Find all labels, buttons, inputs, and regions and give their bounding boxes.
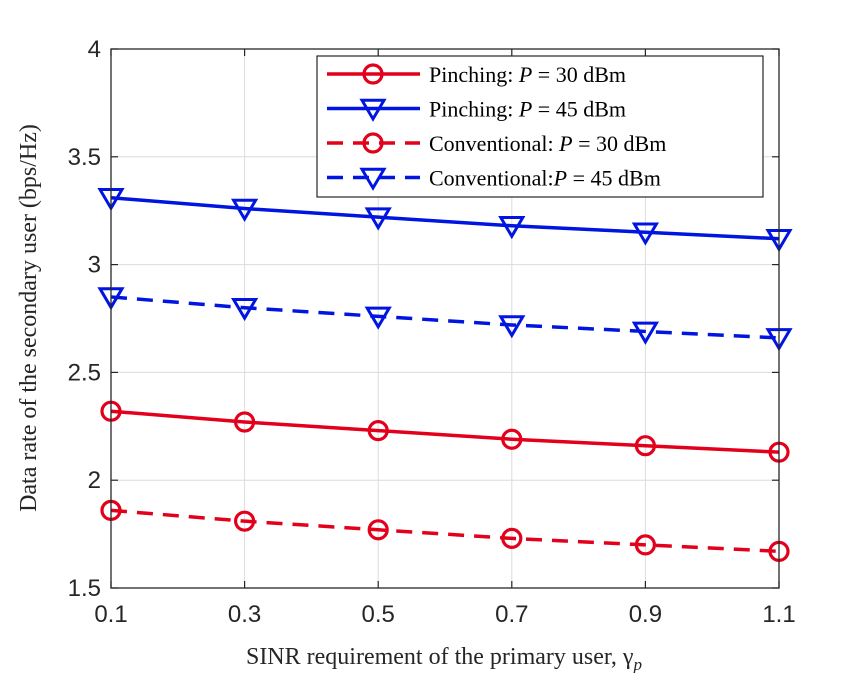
legend-label: Conventional: P = 30 dBm	[429, 131, 666, 156]
series-1	[100, 400, 790, 463]
y-tick-label: 1.5	[68, 575, 101, 602]
series-line	[110, 508, 780, 554]
legend-label: Pinching: P = 45 dBm	[429, 97, 626, 122]
y-axis-label: Data rate of the secondary user (bps/Hz)	[16, 124, 42, 512]
x-tick-label: 0.9	[629, 601, 662, 628]
y-tick-label: 3	[88, 252, 101, 279]
x-tick-label: 0.5	[362, 601, 395, 628]
data-point	[634, 435, 657, 457]
y-tick-label: 3.5	[68, 144, 101, 171]
legend-entry: Pinching: P = 45 dBm	[327, 97, 626, 122]
legend-label: Conventional:P = 45 dBm	[429, 166, 661, 191]
data-point	[364, 306, 392, 330]
legend-marker	[359, 98, 387, 122]
legend: Pinching: P = 30 dBm Pinching: P = 45 dBm…	[316, 55, 764, 198]
legend-marker	[362, 132, 384, 154]
series-line	[110, 409, 780, 454]
series-2	[97, 188, 793, 253]
x-tick-label: 1.1	[762, 601, 795, 628]
x-tick-label: 0.3	[228, 601, 261, 628]
data-point	[631, 222, 660, 246]
data-point	[367, 519, 389, 541]
data-point	[230, 297, 259, 322]
data-point	[631, 321, 660, 345]
data-point	[367, 420, 389, 442]
plot-frame	[110, 48, 780, 589]
series-3	[100, 499, 790, 562]
y-axis-ticks: 1.5 2 2.5 3 3.5 4	[68, 36, 779, 602]
data-point	[498, 216, 526, 240]
data-point	[498, 315, 526, 339]
legend-marker	[359, 167, 387, 191]
series-layer	[97, 188, 793, 562]
data-point	[501, 527, 523, 550]
series-line	[110, 196, 780, 241]
y-tick-label: 2.5	[68, 359, 101, 386]
data-point	[364, 207, 392, 231]
legend-entry: Pinching: P = 30 dBm	[327, 62, 626, 87]
series-4	[97, 287, 793, 352]
x-tick-label: 0.1	[94, 601, 127, 628]
data-point	[634, 534, 657, 556]
series-line	[110, 295, 780, 340]
legend-entry: Conventional: P = 30 dBm	[327, 131, 666, 156]
x-tick-label: 0.7	[495, 601, 528, 628]
data-point	[501, 428, 523, 450]
legend-label: Pinching: P = 30 dBm	[429, 62, 626, 87]
x-axis-ticks: 0.1 0.3 0.5 0.7 0.9 1.1	[94, 49, 796, 628]
x-axis-label: SINR requirement of the primary user, γp	[246, 644, 642, 673]
legend-box	[316, 55, 764, 198]
data-point	[230, 198, 259, 222]
y-tick-label: 2	[88, 467, 101, 494]
y-tick-label: 4	[88, 36, 101, 63]
data-point	[234, 510, 256, 532]
data-point	[234, 411, 256, 433]
legend-marker	[362, 63, 384, 85]
legend-entry: Conventional:P = 45 dBm	[327, 166, 661, 191]
